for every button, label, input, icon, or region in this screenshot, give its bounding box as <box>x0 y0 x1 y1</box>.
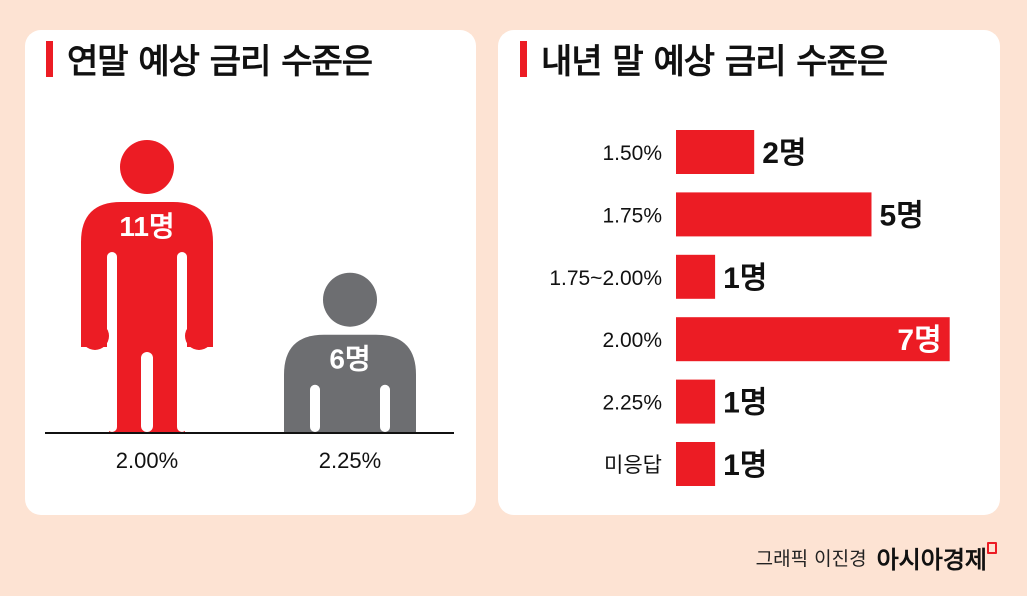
category-label: 2.00% <box>602 329 662 352</box>
person-head <box>323 272 377 327</box>
publisher-logo: 아시아경제 <box>877 540 998 575</box>
arm-gap <box>310 384 320 432</box>
arm-gap <box>107 252 117 432</box>
right-panel <box>498 30 1000 515</box>
value-label: 1명 <box>723 262 767 295</box>
value-label: 1명 <box>723 449 767 482</box>
arm-gap <box>177 252 187 432</box>
person-value-label: 6명 <box>329 344 370 375</box>
value-label: 1명 <box>723 387 767 420</box>
category-label: 2.25% <box>319 448 381 473</box>
bar-3 <box>676 317 950 362</box>
category-label: 2.25% <box>602 392 662 415</box>
category-label: 2.00% <box>116 448 178 473</box>
category-label: 1.75% <box>602 204 662 227</box>
bar-1 <box>676 192 872 237</box>
right-chart-title: 내년 말 예상 금리 수준은 <box>520 34 888 83</box>
title-accent-bar <box>520 40 527 77</box>
bar-5 <box>676 442 716 486</box>
category-label: 1.50% <box>602 142 662 165</box>
category-label: 미응답 <box>604 454 662 477</box>
bar-0 <box>676 130 755 174</box>
value-label: 2명 <box>762 137 806 170</box>
byline: 그래픽 이진경 <box>755 548 867 570</box>
right-title-text: 내년 말 예상 금리 수준은 <box>541 42 888 82</box>
left-chart-title: 연말 예상 금리 수준은 <box>46 34 373 83</box>
value-label: 5명 <box>880 199 924 232</box>
left-title-text: 연말 예상 금리 수준은 <box>67 42 373 82</box>
below-hand-mask <box>185 347 213 432</box>
leg-gap <box>141 352 153 432</box>
person-figure-0 <box>81 140 213 432</box>
value-label: 7명 <box>897 324 941 357</box>
below-hand-mask <box>81 347 109 432</box>
hand <box>81 322 109 350</box>
hand <box>185 322 213 350</box>
title-accent-bar <box>46 40 53 77</box>
bar-4 <box>676 379 716 424</box>
person-value-label: 11명 <box>119 211 174 242</box>
bar-2 <box>676 254 716 299</box>
person-figure-1 <box>284 272 416 432</box>
person-head <box>120 140 174 194</box>
arm-gap <box>380 384 390 432</box>
category-label: 1.75~2.00% <box>549 267 662 290</box>
credit: 그래픽 이진경 아시아경제 <box>755 540 998 575</box>
